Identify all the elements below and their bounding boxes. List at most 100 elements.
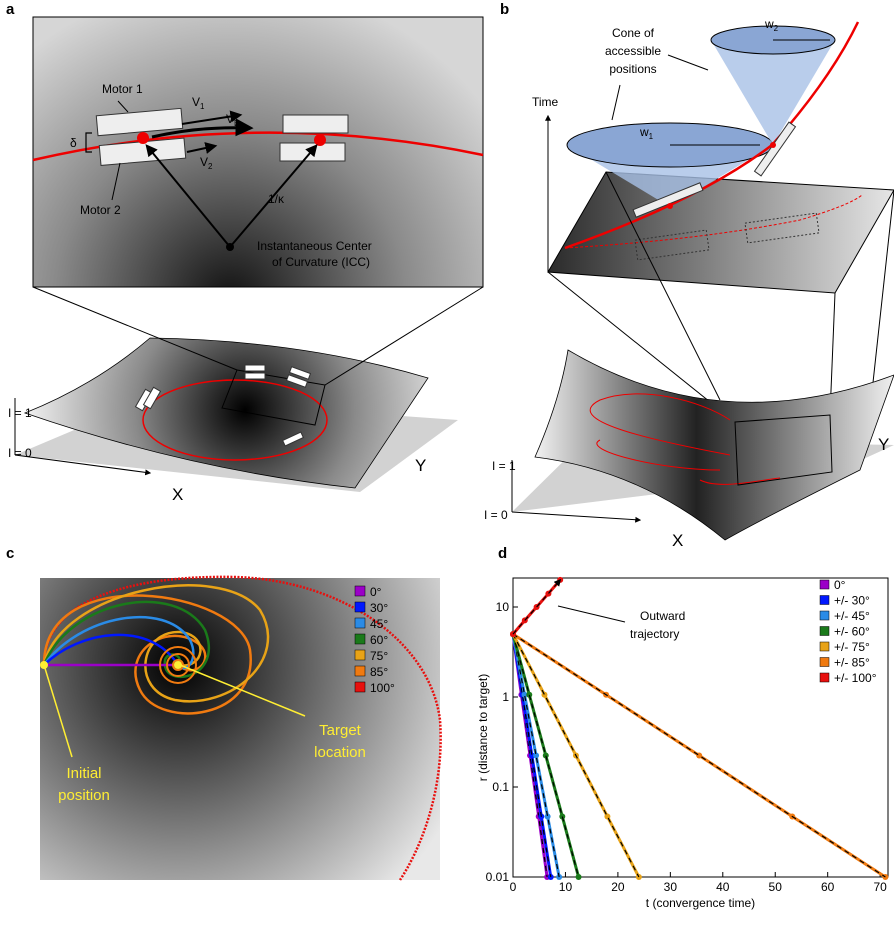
legend-swatch	[820, 627, 829, 636]
annotation: Outward	[640, 609, 685, 623]
annotation-pointer	[558, 606, 625, 622]
body: a Motor 1 Motor 2 V1 VB V2 δ 1/κ Instant…	[0, 0, 894, 926]
robot-center	[667, 203, 673, 209]
label: V	[226, 112, 234, 126]
start-point	[40, 661, 48, 669]
label: positions	[609, 62, 656, 76]
label: w2	[764, 17, 779, 33]
plot-frame	[513, 578, 888, 877]
label: location	[314, 744, 366, 761]
legend-label: 85°	[370, 665, 388, 679]
label: B	[234, 119, 239, 128]
x-tick-label: 70	[873, 880, 887, 894]
x-tick-label: 0	[510, 880, 517, 894]
legend-swatch	[820, 580, 829, 589]
annotation: trajectory	[630, 627, 679, 641]
legend-label: 30°	[370, 601, 388, 615]
x-tick-label: 20	[611, 880, 625, 894]
label: δ	[70, 136, 77, 150]
figure: a Motor 1 Motor 2 V1 VB V2 δ 1/κ Instant…	[0, 0, 894, 926]
y-axis-label: r (distance to target)	[476, 674, 490, 781]
robot-center	[314, 134, 326, 146]
legend-label: 45°	[370, 617, 388, 631]
label: 1/κ	[268, 192, 285, 206]
legend-label: +/- 75°	[834, 640, 870, 654]
label: 2	[774, 24, 779, 33]
label: w	[764, 17, 774, 31]
robot-center	[770, 142, 776, 148]
legend-label: 0°	[834, 578, 846, 592]
icc-point	[226, 243, 234, 251]
robot	[245, 373, 265, 379]
guide-lines	[512, 512, 640, 520]
y-tick-label: 10	[496, 600, 510, 614]
label: of Curvature (ICC)	[272, 255, 370, 269]
label: Instantaneous Center	[257, 239, 372, 253]
legend-swatch	[820, 596, 829, 605]
legend-swatch	[355, 618, 365, 628]
legend-label: 100°	[370, 681, 395, 695]
x-tick-label: 40	[716, 880, 730, 894]
x-tick-label: 60	[821, 880, 835, 894]
legend-swatch	[820, 673, 829, 682]
point	[604, 814, 610, 820]
legend-swatch	[355, 586, 365, 596]
label: Y	[878, 435, 889, 454]
panel-label: d	[498, 545, 507, 562]
legend-label: 60°	[370, 633, 388, 647]
legend-swatch	[820, 642, 829, 651]
chart: d0102030405060700.010.1110t (convergence…	[476, 545, 888, 910]
label: V	[200, 155, 208, 169]
robot	[283, 115, 348, 133]
label: Y	[415, 456, 426, 475]
legend-swatch	[355, 650, 365, 660]
y-tick-label: 0.01	[486, 870, 510, 884]
y-tick-label: 1	[502, 690, 509, 704]
x-tick-label: 50	[769, 880, 783, 894]
legend-swatch	[355, 682, 365, 692]
label: I = 0	[8, 446, 32, 460]
legend-label: +/- 45°	[834, 609, 870, 623]
label: 2	[208, 162, 213, 171]
point	[696, 752, 702, 758]
label: Motor 1	[102, 82, 143, 96]
panel-label: c	[6, 545, 14, 562]
legend-label: 75°	[370, 649, 388, 663]
label: w	[639, 125, 649, 139]
label: Time	[532, 95, 559, 109]
target-point	[174, 661, 182, 669]
panel-label: a	[6, 1, 15, 18]
label: Cone of	[612, 26, 655, 40]
point	[557, 577, 563, 583]
guide-lines	[325, 287, 483, 385]
guide-lines	[668, 55, 708, 70]
legend-label: +/- 60°	[834, 625, 870, 639]
x-tick-label: 30	[664, 880, 678, 894]
label: 1	[200, 102, 205, 111]
legend-swatch	[820, 611, 829, 620]
robot-center	[137, 132, 149, 144]
legend-label: +/- 85°	[834, 656, 870, 670]
y-tick-label: 0.1	[492, 780, 509, 794]
label: Initial	[66, 765, 101, 782]
x-axis-label: t (convergence time)	[646, 896, 755, 910]
label: V	[192, 95, 200, 109]
panel-label: b	[500, 1, 509, 18]
legend-swatch	[355, 666, 365, 676]
label: X	[172, 485, 183, 504]
label: position	[58, 787, 110, 804]
robot	[280, 143, 345, 161]
plane	[548, 172, 894, 293]
surface	[25, 338, 428, 488]
label: I = 0	[484, 508, 508, 522]
legend-swatch	[355, 634, 365, 644]
page: {"panels": { "a": {"letter": "a", "motor…	[0, 0, 894, 926]
legend-label: +/- 100°	[834, 671, 877, 685]
label: 1	[649, 132, 654, 141]
legend-label: 0°	[370, 585, 382, 599]
label: X	[672, 531, 683, 550]
label: Target	[319, 722, 362, 739]
robot	[245, 365, 265, 371]
surface	[535, 350, 894, 540]
legend-swatch	[820, 658, 829, 667]
